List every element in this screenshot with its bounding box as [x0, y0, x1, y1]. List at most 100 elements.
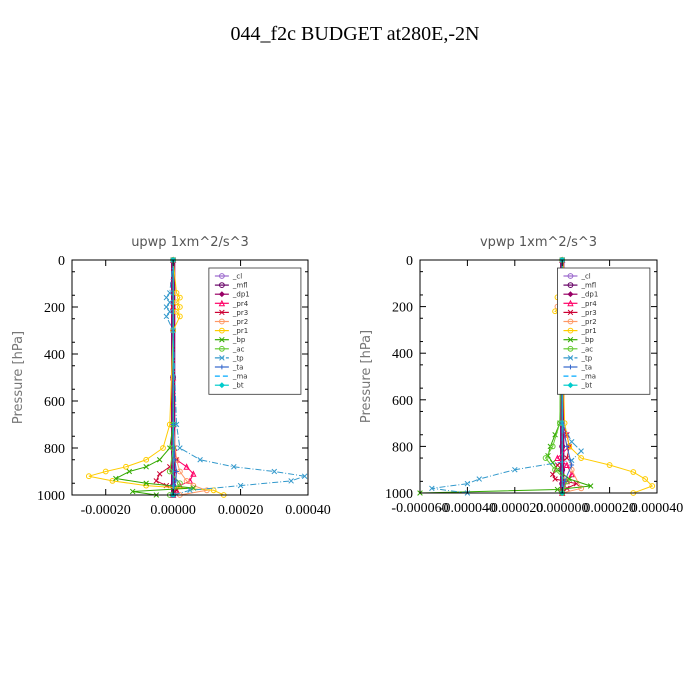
legend-marker	[218, 345, 225, 352]
y-axis-label: Pressure [hPa]	[359, 330, 374, 423]
data-point	[176, 313, 183, 320]
legend-entry: _pr1	[214, 327, 248, 335]
data-point	[126, 468, 133, 475]
data-point	[143, 456, 150, 463]
data-point	[210, 487, 217, 494]
data-point	[163, 304, 170, 310]
legend: _cl_mfl_dp1_pr4_pr3_pr2_pr1_bp_ac_tp_ta_…	[208, 267, 302, 395]
y-tick-label: 800	[44, 442, 65, 457]
data-point	[153, 478, 160, 484]
data-point	[173, 299, 180, 306]
legend-label: _bp	[580, 336, 594, 344]
data-point	[552, 476, 558, 482]
legend-entry: _mfl	[563, 282, 596, 290]
x-tick-label: -0.000020	[486, 501, 543, 516]
data-point	[512, 466, 518, 473]
data-point	[190, 470, 197, 477]
legend-marker	[567, 382, 574, 389]
data-point	[476, 476, 483, 482]
y-tick-label: 0	[58, 254, 65, 269]
legend-marker	[567, 309, 574, 316]
series-bp	[113, 257, 197, 498]
data-point	[197, 456, 203, 463]
x-tick-label: -0.00020	[81, 503, 131, 518]
legend-label: _ma	[580, 373, 596, 381]
x-tick-label: 0.000000	[536, 501, 589, 516]
legend-label: _pr1	[580, 327, 596, 335]
data-point	[173, 421, 180, 428]
y-tick-label: 200	[44, 301, 65, 316]
legend-marker	[567, 318, 574, 325]
legend-label: _pr4	[580, 300, 597, 308]
data-point	[552, 466, 558, 473]
data-point	[173, 478, 179, 484]
data-point	[173, 308, 180, 315]
legend-label: _ta	[232, 364, 244, 372]
data-point	[177, 445, 183, 451]
legend-label: _bt	[232, 382, 244, 390]
data-point	[301, 473, 308, 479]
legend-label: _ac	[580, 345, 593, 353]
legend-entry: _ma	[563, 373, 596, 381]
legend-label: _pr1	[232, 327, 248, 335]
legend-marker	[567, 273, 574, 279]
legend-label: _pr2	[232, 318, 248, 326]
data-point	[288, 478, 294, 484]
data-point	[166, 468, 173, 475]
data-point	[190, 485, 197, 491]
legend-label: _bp	[232, 336, 246, 344]
data-point	[429, 485, 435, 492]
legend-entry: _bp	[214, 336, 246, 344]
y-tick-label: 1000	[385, 487, 413, 502]
data-point	[167, 290, 173, 296]
legend-entry: _pr4	[563, 299, 597, 308]
legend-label: _bt	[580, 382, 592, 390]
data-point	[176, 304, 183, 310]
legend-entry: _bt	[214, 382, 244, 390]
chart-title: vpwp 1xm^2/s^3	[480, 235, 597, 250]
series-line	[114, 260, 194, 496]
legend-marker	[218, 282, 225, 289]
plot-frame	[71, 259, 309, 496]
y-tick-label: 600	[392, 394, 413, 409]
data-point	[113, 475, 119, 482]
legend-marker	[567, 345, 574, 352]
figure-title: 044_f2c BUDGET at280E,-2N	[230, 23, 479, 45]
series-line	[88, 259, 224, 496]
legend-marker	[218, 318, 225, 325]
data-point	[156, 456, 163, 463]
legend-label: _cl	[232, 273, 242, 281]
chart-title: upwp 1xm^2/s^3	[131, 235, 249, 250]
data-point	[167, 308, 173, 315]
data-point	[173, 486, 180, 494]
data-point	[554, 454, 561, 461]
data-point	[187, 487, 193, 494]
data-point	[160, 445, 166, 451]
data-point	[176, 480, 183, 487]
x-tick-label: 0.000040	[631, 501, 684, 516]
data-point	[542, 455, 549, 461]
data-point	[173, 290, 180, 296]
y-tick-label: 800	[392, 440, 413, 455]
legend-entry: _ma	[214, 373, 247, 381]
data-point	[566, 476, 573, 482]
legend-entry: _dp1	[214, 291, 250, 299]
vpwp-chart: vpwp 1xm^2/s^3 Pressure [hPa] 0 200 400 600 80…	[359, 235, 683, 516]
data-point	[271, 468, 278, 475]
legend-marker	[219, 364, 225, 370]
x-tick-label: 0.00000	[150, 503, 196, 518]
legend-entry: _pr2	[563, 318, 597, 326]
x-tick-label: 0.000020	[583, 501, 636, 516]
legend-marker	[218, 327, 225, 334]
data-point	[156, 471, 163, 477]
legend-entry: _pr1	[563, 327, 597, 335]
data-point	[143, 464, 149, 470]
y-tick-label: 0	[406, 254, 413, 269]
y-tick-label: 600	[44, 395, 65, 410]
data-point	[562, 478, 567, 484]
data-point	[163, 294, 170, 301]
data-point	[183, 478, 190, 484]
legend-marker	[218, 273, 225, 279]
legend-label: _tp	[580, 354, 592, 362]
